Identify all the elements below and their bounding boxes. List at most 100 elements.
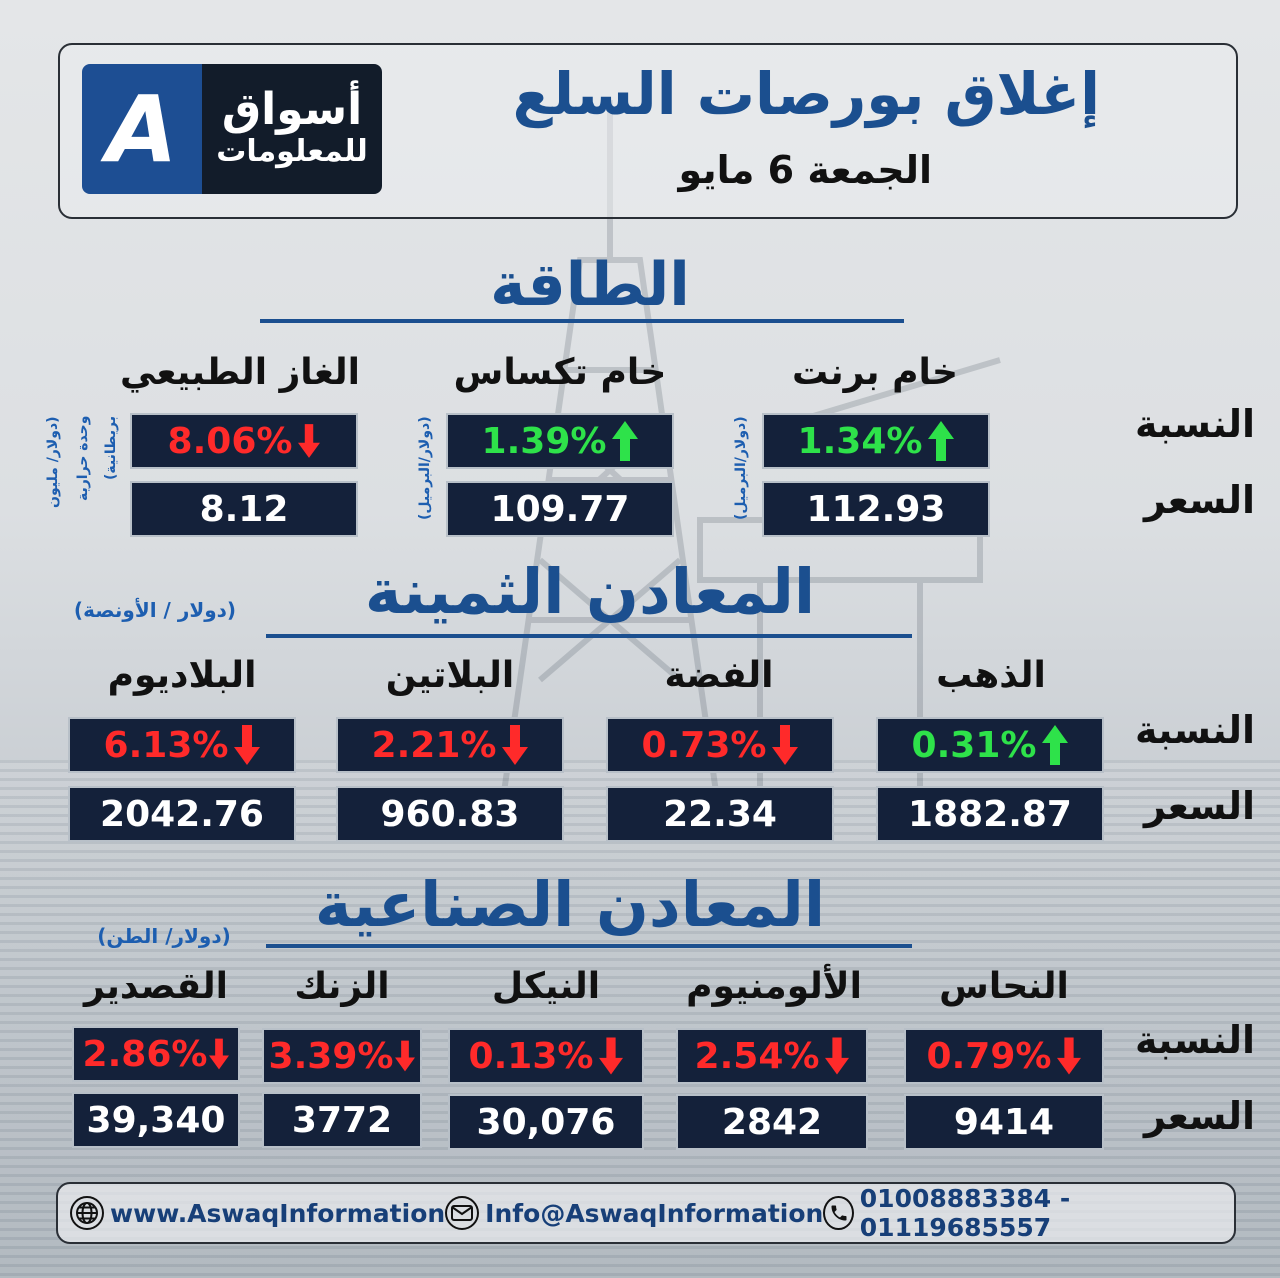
pct-box-nickel: 0.13%	[448, 1028, 644, 1084]
pct-box-tin: 2.86%	[72, 1026, 240, 1082]
price-box-zinc: 3772	[262, 1092, 422, 1148]
price-box-brent: 112.93	[762, 481, 990, 537]
arrow-down-icon	[209, 1037, 230, 1071]
commodity-name-copper: النحاس	[939, 966, 1069, 1007]
envelope-icon	[445, 1196, 480, 1230]
row-label-pct-precious: النسبة	[1134, 708, 1255, 752]
pct-value-palladium: 6.13%	[103, 724, 229, 766]
logo-wordmark: أسواق للمعلومات	[202, 64, 382, 194]
pct-value-tin: 2.86%	[82, 1033, 208, 1075]
price-box-palladium: 2042.76	[68, 786, 296, 842]
logo-line-1: أسواق	[221, 83, 363, 135]
pct-box-palladium: 6.13%	[68, 717, 296, 773]
contact-footer: www.AswaqInformation Info@AswaqInformati…	[56, 1182, 1236, 1244]
pct-box-brent: 1.34%	[762, 413, 990, 469]
arrow-down-icon	[298, 424, 321, 458]
pct-value-copper: 0.79%	[926, 1035, 1052, 1077]
section-title-precious: المعادن الثمينة	[364, 555, 816, 628]
price-value-copper: 9414	[953, 1101, 1055, 1143]
arrow-up-icon	[1042, 725, 1069, 765]
logo-line-2: للمعلومات	[216, 133, 368, 169]
arrow-up-icon	[928, 421, 955, 461]
commodity-name-nickel: النيكل	[491, 966, 601, 1007]
pct-value-brent: 1.34%	[797, 420, 923, 462]
price-value-palladium: 2042.76	[100, 793, 264, 835]
price-value-wti: 109.77	[490, 488, 630, 530]
price-box-wti: 109.77	[446, 481, 674, 537]
price-box-silver: 22.34	[606, 786, 834, 842]
section-divider-precious	[266, 634, 912, 638]
page-title: إغلاق بورصات السلع	[512, 60, 1100, 128]
price-value-natural-gas: 8.12	[199, 488, 289, 530]
price-box-gold: 1882.87	[876, 786, 1104, 842]
commodity-name-platinum: البلاتين	[385, 655, 515, 696]
pct-value-aluminium: 2.54%	[694, 1035, 820, 1077]
unit-natural-gas-1: (دولار/ مليون	[45, 416, 61, 508]
commodity-name-tin: القصدير	[84, 966, 228, 1007]
commodity-name-aluminium: الألومنيوم	[686, 966, 862, 1007]
pct-value-platinum: 2.21%	[371, 724, 497, 766]
arrow-down-icon	[502, 725, 529, 765]
arrow-up-icon	[612, 421, 639, 461]
section-divider-energy	[260, 319, 904, 323]
brand-logo[interactable]: A أسواق للمعلومات	[82, 64, 382, 194]
price-value-gold: 1882.87	[908, 793, 1072, 835]
section-title-energy: الطاقة	[490, 250, 690, 320]
pct-box-gold: 0.31%	[876, 717, 1104, 773]
email-link[interactable]: Info@AswaqInformation	[445, 1196, 823, 1230]
unit-wti: (دولار/البرميل)	[417, 416, 433, 520]
unit-natural-gas-3: بريطانية)	[103, 416, 119, 480]
price-box-natural-gas: 8.12	[130, 481, 358, 537]
price-box-platinum: 960.83	[336, 786, 564, 842]
row-label-pct-energy: النسبة	[1134, 402, 1255, 446]
price-value-nickel: 30,076	[476, 1101, 616, 1143]
pct-value-nickel: 0.13%	[468, 1035, 594, 1077]
row-label-price-precious: السعر	[1143, 784, 1255, 828]
pct-value-gold: 0.31%	[911, 724, 1037, 766]
email-text: Info@AswaqInformation	[485, 1198, 824, 1228]
row-label-price-industrial: السعر	[1143, 1094, 1255, 1138]
price-box-copper: 9414	[904, 1094, 1104, 1150]
row-label-pct-industrial: النسبة	[1134, 1018, 1255, 1062]
pct-box-wti: 1.39%	[446, 413, 674, 469]
globe-icon	[70, 1196, 104, 1230]
price-value-brent: 112.93	[806, 488, 946, 530]
website-text: www.AswaqInformation	[110, 1198, 446, 1228]
price-value-platinum: 960.83	[380, 793, 520, 835]
arrow-down-icon	[234, 725, 261, 765]
commodity-name-palladium: البلاديوم	[107, 655, 257, 696]
logo-mark: A	[82, 64, 202, 194]
website-link[interactable]: www.AswaqInformation	[70, 1196, 445, 1230]
pct-box-natural-gas: 8.06%	[130, 413, 358, 469]
price-value-silver: 22.34	[663, 793, 777, 835]
section-title-industrial: المعادن الصناعية	[314, 868, 826, 941]
pct-box-aluminium: 2.54%	[676, 1028, 868, 1084]
pct-value-natural-gas: 8.06%	[167, 420, 293, 462]
commodity-name-wti: خام تكساس	[453, 352, 667, 393]
arrow-down-icon	[599, 1037, 624, 1075]
unit-precious: (دولار / الأونصة)	[73, 598, 237, 622]
section-divider-industrial	[266, 944, 912, 948]
pct-box-zinc: 3.39%	[262, 1028, 422, 1084]
commodity-name-silver: الفضة	[664, 655, 774, 696]
arrow-down-icon	[1057, 1037, 1082, 1075]
price-box-tin: 39,340	[72, 1092, 240, 1148]
price-value-tin: 39,340	[86, 1099, 226, 1141]
pct-box-silver: 0.73%	[606, 717, 834, 773]
price-value-zinc: 3772	[291, 1099, 393, 1141]
arrow-down-icon	[772, 725, 799, 765]
page-date: الجمعة 6 مايو	[678, 148, 932, 192]
unit-brent: (دولار/البرميل)	[733, 416, 749, 520]
arrow-down-icon	[395, 1039, 416, 1073]
pct-value-zinc: 3.39%	[268, 1035, 394, 1077]
unit-industrial: (دولار/ الطن)	[97, 924, 231, 948]
price-value-aluminium: 2842	[721, 1101, 823, 1143]
price-box-aluminium: 2842	[676, 1094, 868, 1150]
unit-natural-gas-2: وحدة حرارية	[75, 416, 91, 502]
commodity-name-natural-gas: الغاز الطبيعي	[119, 352, 360, 393]
price-box-nickel: 30,076	[448, 1094, 644, 1150]
phone-link[interactable]: 01008883384 - 01119685557	[823, 1184, 1222, 1242]
phone-icon	[823, 1196, 854, 1230]
row-label-price-energy: السعر	[1143, 478, 1255, 522]
pct-box-copper: 0.79%	[904, 1028, 1104, 1084]
